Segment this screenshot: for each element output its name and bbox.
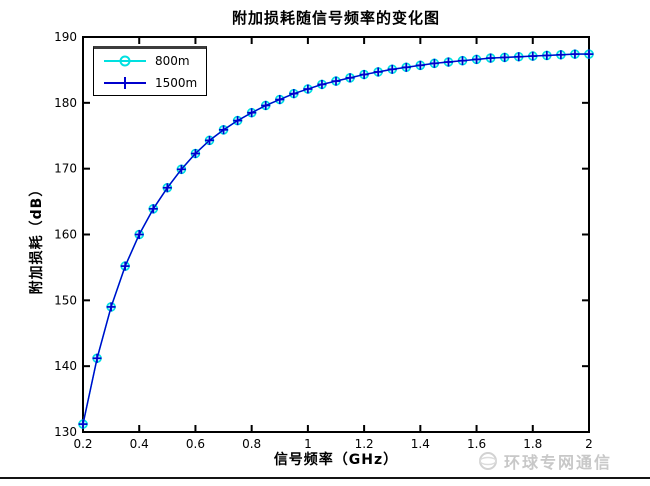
- legend-label-1500m: 1500m: [155, 75, 198, 90]
- y-tick-label: 160: [54, 228, 77, 242]
- y-tick-label: 140: [54, 359, 77, 373]
- y-axis-label: 附加损耗（dB）: [29, 181, 45, 295]
- x-tick-label: 0.2: [73, 437, 92, 451]
- x-tick-label: 1: [304, 437, 312, 451]
- legend-sample-circle-icon: [104, 55, 146, 67]
- legend-item-800m: 800m: [102, 51, 198, 71]
- x-tick-label: 1.6: [467, 437, 486, 451]
- x-tick-label: 2: [585, 437, 593, 451]
- legend: 800m 1500m: [93, 46, 207, 96]
- y-tick-label: 180: [54, 96, 77, 110]
- x-tick-label: 0.4: [130, 437, 149, 451]
- watermark: 环球专网通信: [478, 449, 612, 473]
- series-line-800m: [82, 53, 589, 425]
- legend-label-800m: 800m: [155, 54, 190, 69]
- x-tick-label: 1.8: [523, 437, 542, 451]
- x-tick-label: 0.8: [242, 437, 261, 451]
- chart-title: 附加损耗随信号频率的变化图: [231, 9, 440, 27]
- x-tick-label: 1.2: [355, 437, 374, 451]
- y-tick-label: 150: [54, 293, 77, 307]
- x-axis-label: 信号频率（GHz）: [273, 452, 399, 468]
- legend-item-1500m: 1500m: [102, 73, 198, 93]
- y-tick-label: 170: [54, 162, 77, 176]
- globe-icon: [479, 452, 497, 470]
- y-tick-label: 130: [54, 425, 77, 439]
- bottom-divider-line: [0, 477, 650, 479]
- y-tick-label: 190: [54, 30, 77, 44]
- axes-box: [82, 36, 590, 433]
- x-tick-label: 1.4: [411, 437, 430, 451]
- x-tick-label: 0.6: [186, 437, 205, 451]
- watermark-text: 环球专网通信: [504, 453, 613, 472]
- legend-sample-plus-icon: [104, 76, 146, 89]
- series-line-1500m: [82, 53, 589, 425]
